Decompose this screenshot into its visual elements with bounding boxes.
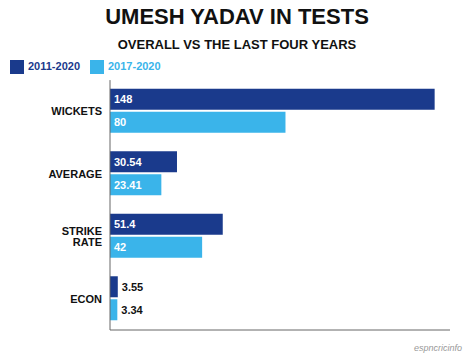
svg-text:WICKETS: WICKETS bbox=[51, 105, 102, 117]
svg-text:STRIKERATE: STRIKERATE bbox=[62, 225, 102, 248]
svg-text:42: 42 bbox=[114, 241, 126, 253]
svg-text:80: 80 bbox=[114, 116, 126, 128]
svg-text:ECON: ECON bbox=[70, 293, 102, 305]
html-text:OVERALL VS THE LAST FOUR YEARS: OVERALL VS THE LAST FOUR YEARS bbox=[117, 37, 357, 52]
svg-text:51.4: 51.4 bbox=[114, 218, 136, 230]
html-text:2017-2020: 2017-2020 bbox=[108, 60, 161, 72]
svg-text:30.54: 30.54 bbox=[114, 156, 142, 168]
svg-text:3.34: 3.34 bbox=[121, 304, 143, 316]
svg-text:148: 148 bbox=[114, 93, 132, 105]
svg-text:3.55: 3.55 bbox=[122, 281, 143, 293]
svg-text:23.41: 23.41 bbox=[114, 179, 142, 191]
html-text:2011-2020: 2011-2020 bbox=[28, 60, 80, 72]
html-text:espncricinfo: espncricinfo bbox=[414, 343, 462, 353]
svg-text:AVERAGE: AVERAGE bbox=[48, 168, 102, 180]
html-text:UMESH YADAV IN TESTS: UMESH YADAV IN TESTS bbox=[105, 4, 369, 29]
